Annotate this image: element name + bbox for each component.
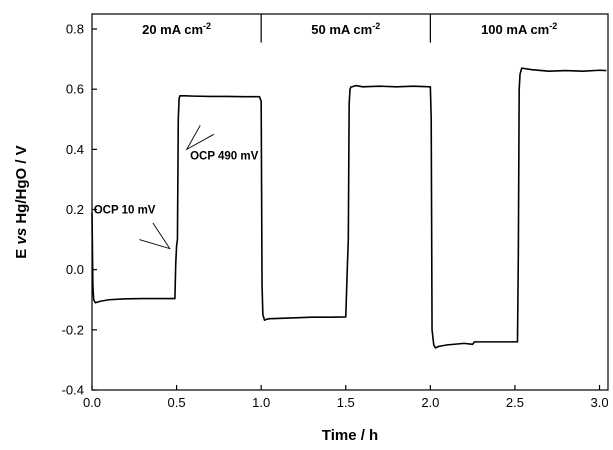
segment-label: 100 mA cm-2: [481, 21, 557, 37]
y-tick-label: 0.6: [66, 82, 84, 97]
y-tick-label: -0.2: [62, 322, 84, 337]
segment-label-sup: -2: [549, 21, 557, 31]
segment-label-sup: -2: [203, 21, 211, 31]
segment-label-text: 100 mA cm: [481, 22, 549, 37]
y-axis-title: E vs Hg/HgO / V: [13, 145, 30, 258]
y-axis-title-pre: E: [13, 245, 30, 259]
x-tick-label: 3.0: [591, 395, 609, 410]
x-tick-label: 1.0: [252, 395, 270, 410]
y-axis-title-italic: vs: [13, 228, 30, 245]
series-group: [91, 67, 607, 349]
plot-border: [91, 13, 609, 391]
x-tick-label: 1.5: [337, 395, 355, 410]
annotation-label: OCP 490 mV: [190, 150, 259, 162]
plot-frame: [91, 13, 609, 391]
current-density-segments: 20 mA cm-2 50 mA cm-2 100 mA cm-2: [142, 14, 557, 43]
x-axis-ticks: 0.0 0.5 1.0 1.5 2.0 2.5 3.0: [83, 385, 609, 410]
x-axis-title: Time / h: [322, 427, 378, 444]
annotation-arrow: [185, 125, 215, 151]
annotation-label: OCP 10 mV: [94, 205, 156, 217]
x-tick-label: 2.0: [421, 395, 439, 410]
annotations: OCP 10 mV OCP 490 mV: [94, 125, 259, 250]
segment-label: 20 mA cm-2: [142, 21, 211, 37]
x-tick-label: 2.5: [506, 395, 524, 410]
x-tick-label: 0.5: [168, 395, 186, 410]
y-tick-label: 0.4: [66, 142, 84, 157]
segment-label-text: 50 mA cm: [311, 22, 372, 37]
segment-label: 50 mA cm-2: [311, 21, 380, 37]
y-axis-ticks: -0.4 -0.2 0.0 0.2 0.4 0.6 0.8: [62, 22, 97, 398]
potential-curve: [91, 67, 607, 349]
y-tick-label: 0.8: [66, 22, 84, 37]
segment-label-text: 20 mA cm: [142, 22, 203, 37]
annotation-arrow: [139, 222, 171, 250]
y-tick-label: 0.2: [66, 202, 84, 217]
y-tick-label: 0.0: [66, 262, 84, 277]
y-axis-title-post: Hg/HgO / V: [13, 145, 30, 228]
segment-label-sup: -2: [372, 21, 380, 31]
y-tick-label: -0.4: [62, 383, 84, 398]
x-tick-label: 0.0: [83, 395, 101, 410]
